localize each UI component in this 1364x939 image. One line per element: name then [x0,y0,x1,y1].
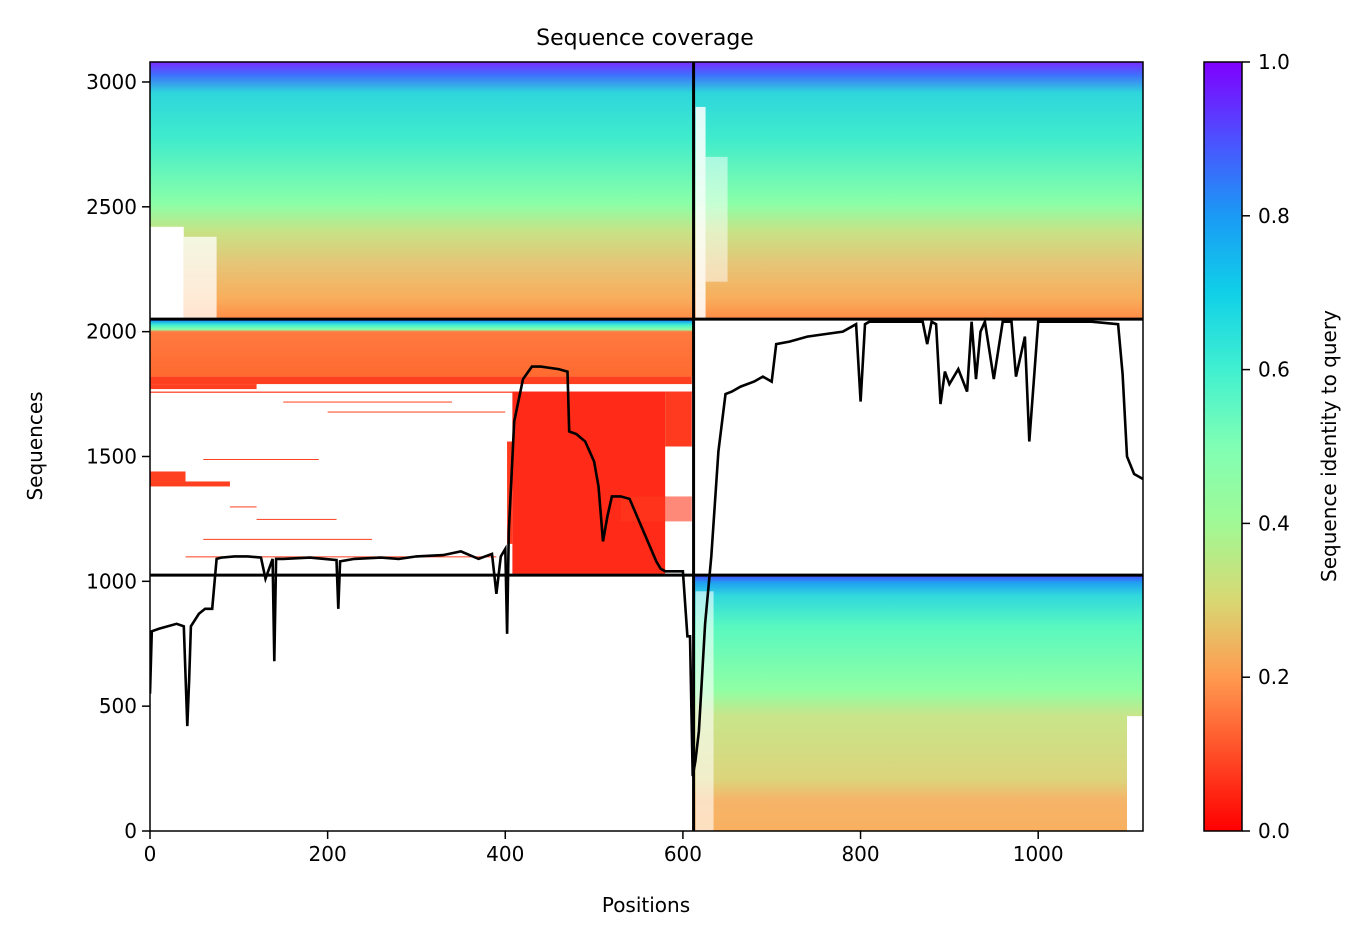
heatmap-row-low-identity [150,471,186,482]
heatmap-row-low-identity [150,391,692,393]
x-tick-label: 0 [144,842,157,866]
coverage-line [150,317,1143,777]
colorbar-tick-label: 0.0 [1258,819,1290,843]
heatmap-row-low-identity [150,384,257,390]
heatmap-block-a-unpaired-top [150,319,694,377]
y-tick-label: 0 [124,819,137,843]
heatmap-gap [150,226,184,320]
x-tick-label: 600 [664,842,702,866]
colorbar [1203,61,1243,832]
heatmap-row-low-identity [229,506,257,508]
x-tick-label: 1000 [1013,842,1064,866]
heatmap-row-low-identity [327,411,506,413]
x-tick-label: 200 [309,842,347,866]
colorbar-ticks: 0.0 0.2 0.4 0.6 0.8 1.0 [1242,50,1290,843]
x-tick-label: 800 [841,842,879,866]
heatmap-cluster-low-identity [512,391,666,574]
y-tick-label: 1000 [86,569,137,593]
heatmap-row-low-identity [256,518,337,520]
heatmap-row-low-identity [150,376,692,385]
y-tick-label: 2000 [86,320,137,344]
colorbar-tick-label: 1.0 [1258,50,1290,74]
plot-frame [149,61,1144,832]
heatmap-gap [183,236,217,320]
y-axis-ticks: 0 500 1000 1500 2000 2500 3000 [86,70,150,843]
heatmap-block-a-paired [150,62,694,320]
colorbar-tick-label: 0.2 [1258,665,1290,689]
heatmap-gap [1127,716,1143,831]
y-axis-label: Sequences [23,391,47,500]
x-axis-label: Positions [602,893,690,917]
colorbar-tick-label: 0.4 [1258,511,1290,535]
heatmap-row-low-identity [203,538,373,540]
colorbar-tick-label: 0.8 [1258,204,1290,228]
heatmap-gap [695,591,714,831]
colorbar-label: Sequence identity to query [1317,310,1341,582]
heatmap-row-low-identity [150,481,230,487]
heatmap-row-low-identity [185,556,497,558]
heatmap-cluster-low-identity [665,391,692,447]
x-tick-label: 400 [486,842,524,866]
heatmap-block-b-paired [693,62,1143,320]
heatmap-gap [705,156,728,282]
x-axis-ticks: 0 200 400 600 800 1000 [144,831,1064,866]
heatmap-gap [695,106,706,320]
colorbar-tick-label: 0.6 [1258,358,1290,382]
chart-title: Sequence coverage [536,26,754,51]
chain-boundaries [150,62,1143,831]
y-tick-label: 2500 [86,195,137,219]
heatmap-block-b-unpaired [693,575,1143,831]
coverage-heatmap [150,62,1143,831]
y-tick-label: 1500 [86,444,137,468]
heatmap-row-low-identity [283,401,452,403]
y-tick-label: 3000 [86,70,137,94]
heatmap-row-low-identity [203,458,319,460]
y-tick-label: 500 [99,694,137,718]
